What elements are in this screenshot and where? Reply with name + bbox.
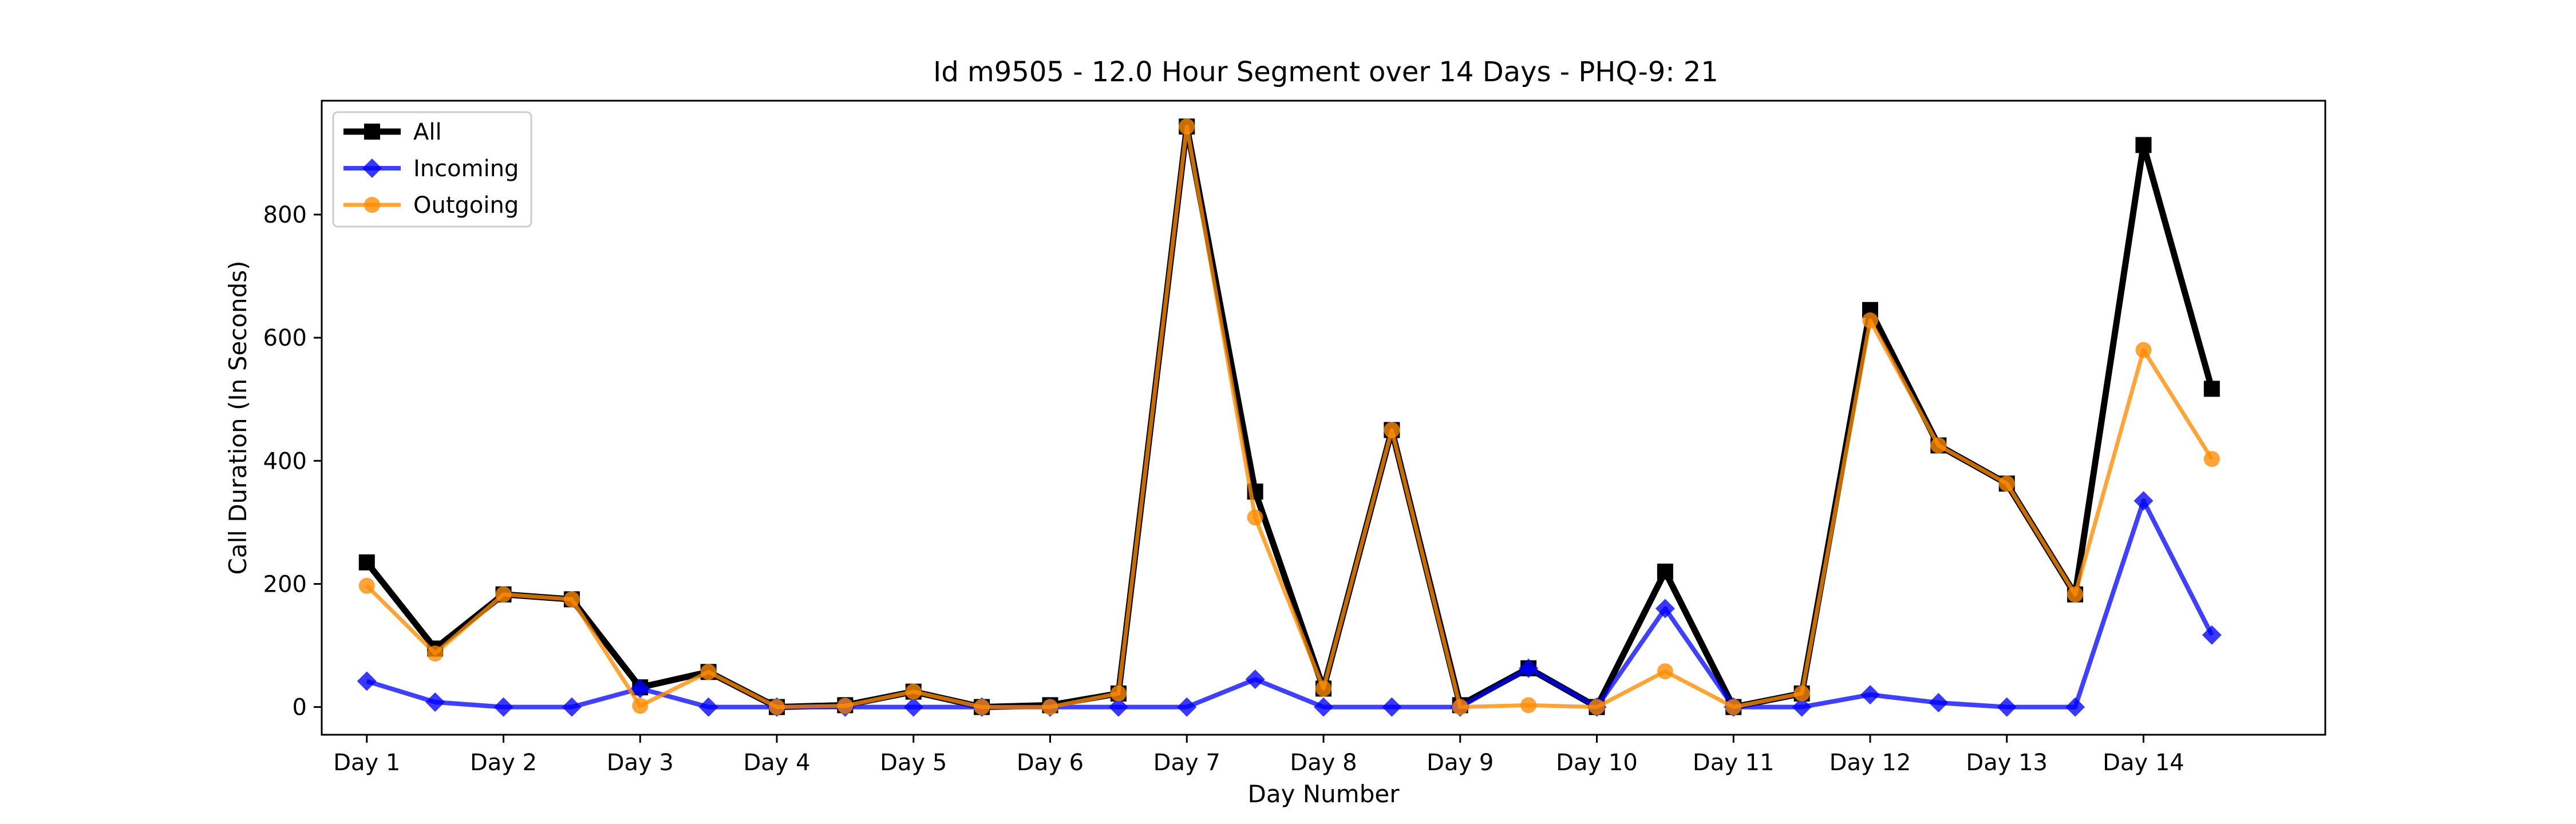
- data-point-outgoing: [1452, 699, 1468, 715]
- legend-frame: [332, 111, 532, 228]
- data-point-incoming: [562, 697, 582, 717]
- data-point-outgoing: [1384, 422, 1400, 438]
- data-point-incoming: [630, 679, 650, 699]
- legend-label-all: All: [413, 119, 442, 145]
- x-tick-label: Day 3: [607, 750, 674, 776]
- data-point-outgoing: [2067, 586, 2084, 603]
- y-tick-label: 800: [263, 202, 307, 228]
- y-tick-label: 600: [263, 325, 307, 351]
- x-tick-label: Day 14: [2103, 750, 2184, 776]
- y-axis-label: Call Duration (In Seconds): [224, 260, 252, 575]
- data-point-incoming: [2065, 697, 2085, 717]
- data-point-outgoing: [495, 586, 512, 603]
- data-point-incoming: [1929, 693, 1949, 713]
- y-tick-label: 400: [263, 448, 307, 474]
- y-tick-label: 200: [263, 571, 307, 597]
- data-point-outgoing: [1179, 118, 1195, 135]
- data-point-incoming: [1108, 697, 1128, 717]
- data-point-incoming: [493, 697, 513, 717]
- data-point-incoming: [1382, 697, 1402, 717]
- data-point-outgoing: [563, 591, 580, 608]
- data-point-all: [2203, 381, 2220, 397]
- data-point-incoming: [698, 697, 718, 717]
- legend-label-outgoing: Outgoing: [413, 192, 519, 219]
- data-point-incoming: [1997, 697, 2017, 717]
- data-point-incoming: [1177, 697, 1197, 717]
- x-tick-label: Day 12: [1830, 750, 1911, 776]
- data-point-outgoing: [2135, 342, 2152, 358]
- data-point-outgoing: [1725, 699, 1742, 715]
- data-point-incoming: [1314, 697, 1333, 717]
- series-outgoing: [358, 118, 2220, 715]
- legend: All Incoming Outgoing: [332, 111, 532, 228]
- chart-title: Id m9505 - 12.0 Hour Segment over 14 Day…: [933, 56, 1718, 88]
- data-point-all: [358, 554, 375, 571]
- x-tick-label: Day 4: [743, 750, 810, 776]
- data-point-outgoing: [2203, 451, 2220, 468]
- legend-label-incoming: Incoming: [413, 156, 519, 182]
- data-point-incoming: [2134, 491, 2154, 511]
- x-tick-label: Day 10: [1556, 750, 1638, 776]
- data-point-incoming: [357, 671, 377, 691]
- data-point-outgoing: [1657, 663, 1673, 680]
- x-tick-label: Day 6: [1017, 750, 1084, 776]
- y-axis: 0 200 400 600 800: [263, 202, 322, 721]
- data-point-outgoing: [700, 664, 717, 680]
- data-point-incoming: [903, 697, 923, 717]
- x-tick-label: Day 9: [1427, 750, 1494, 776]
- data-point-outgoing: [1793, 685, 1810, 702]
- data-point-outgoing: [1998, 476, 2015, 492]
- x-tick-label: Day 1: [333, 750, 400, 776]
- data-point-outgoing: [632, 698, 649, 714]
- x-axis: Day 1 Day 2 Day 3 Day 4 Day 5 Day 6 Day 7 Day 8…: [333, 735, 2184, 776]
- x-tick-label: Day 2: [470, 750, 537, 776]
- series-line-outgoing: [365, 124, 2214, 710]
- series-line-all: [364, 123, 2215, 711]
- data-point-outgoing: [974, 699, 990, 715]
- data-point-outgoing: [358, 577, 375, 594]
- data-point-incoming: [425, 692, 445, 712]
- legend-marker-all: [364, 124, 380, 140]
- y-tick-label: 0: [293, 695, 307, 721]
- series-layer: [357, 118, 2222, 717]
- series-line-incoming: [366, 498, 2214, 710]
- data-point-outgoing: [1520, 697, 1537, 714]
- data-point-outgoing: [1042, 699, 1058, 715]
- legend-marker-outgoing: [364, 197, 380, 213]
- data-point-incoming: [1245, 670, 1265, 690]
- x-tick-label: Day 13: [1966, 750, 2048, 776]
- data-point-incoming: [1519, 658, 1539, 678]
- data-point-incoming: [1860, 685, 1880, 705]
- data-point-outgoing: [1862, 312, 1878, 329]
- data-point-all: [1657, 563, 1673, 580]
- data-point-outgoing: [769, 699, 785, 715]
- data-point-outgoing: [1589, 699, 1605, 715]
- x-axis-label: Day Number: [1247, 780, 1400, 808]
- data-point-incoming: [1655, 599, 1675, 619]
- data-point-incoming: [2202, 625, 2222, 645]
- data-point-incoming: [1792, 697, 1812, 717]
- data-point-outgoing: [1247, 509, 1263, 526]
- x-tick-label: Day 11: [1693, 750, 1775, 776]
- data-point-outgoing: [1110, 685, 1127, 702]
- x-tick-label: Day 8: [1290, 750, 1357, 776]
- data-point-outgoing: [1930, 437, 1947, 454]
- data-point-all: [2135, 137, 2152, 153]
- x-tick-label: Day 5: [880, 750, 947, 776]
- data-point-outgoing: [905, 683, 922, 700]
- data-point-outgoing: [427, 645, 444, 662]
- legend-marker-incoming: [362, 159, 382, 178]
- data-point-outgoing: [1315, 680, 1332, 697]
- x-tick-label: Day 7: [1153, 750, 1220, 776]
- data-point-outgoing: [837, 698, 854, 714]
